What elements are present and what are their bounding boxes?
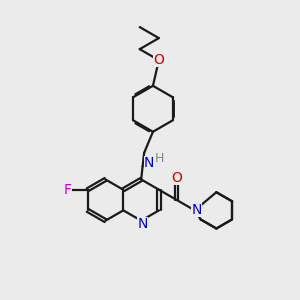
Text: H: H	[155, 152, 164, 165]
Text: N: N	[137, 217, 148, 231]
Text: O: O	[171, 171, 182, 185]
Text: O: O	[153, 53, 164, 67]
Text: N: N	[191, 203, 202, 218]
Text: F: F	[64, 183, 72, 197]
Text: N: N	[144, 156, 154, 170]
